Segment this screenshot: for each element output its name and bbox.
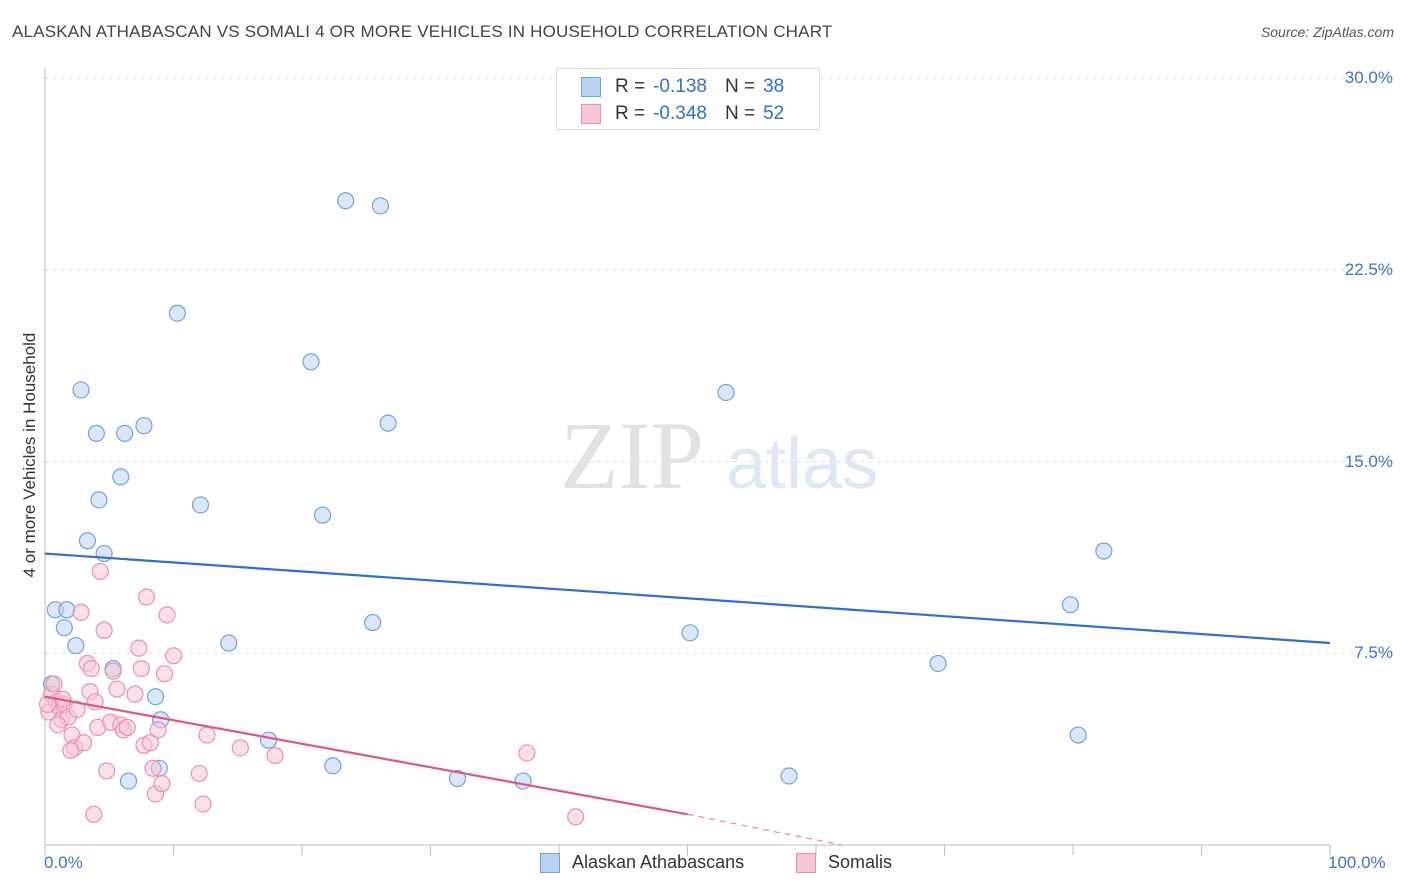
point-somali [266, 746, 284, 765]
chart-title: ALASKAN ATHABASCAN VS SOMALI 4 OR MORE V… [12, 22, 833, 41]
point-athabascan [78, 532, 97, 550]
point-somali [49, 716, 67, 734]
point-somali [149, 721, 167, 739]
point-somali [72, 603, 90, 621]
point-somali [95, 621, 113, 639]
point-athabascan [717, 383, 735, 402]
point-somali [98, 762, 116, 780]
point-somali [74, 734, 93, 752]
point-athabascan [168, 304, 186, 322]
y-tick-label: 15.0% [1344, 451, 1393, 471]
point-athabascan [58, 601, 76, 619]
legend-r-value: -0.138 [653, 76, 707, 97]
point-somali [194, 795, 212, 813]
point-athabascan [337, 192, 355, 210]
point-athabascan [191, 496, 210, 514]
point-somali [153, 775, 171, 793]
point-somali [198, 726, 216, 744]
watermark-atlas: atlas [726, 424, 878, 504]
series-legend-athabascan[interactable]: Alaskan Athabascans [540, 852, 744, 873]
point-athabascan [72, 381, 90, 399]
legend-n-value: 38 [763, 76, 785, 97]
legend-n-label: N = [724, 103, 756, 124]
series-legend-somali[interactable]: Somalis [796, 852, 892, 873]
point-athabascan [929, 654, 947, 673]
point-somali [85, 805, 103, 823]
legend-n-value: 52 [763, 103, 785, 124]
legend-row-athabascan: R = -0.138 N = 38 [581, 75, 784, 99]
point-somali [164, 647, 183, 665]
point-somali [45, 675, 63, 693]
source-label: Source: ZipAtlas.com [1260, 24, 1394, 40]
series-label-somali: Somalis [828, 852, 893, 872]
y-tick-label: 22.5% [1344, 259, 1393, 279]
point-athabascan [1061, 596, 1080, 614]
point-somali [132, 659, 150, 678]
point-somali [158, 606, 176, 624]
x-tick-label-min: 0.0% [44, 853, 83, 872]
point-athabascan [448, 769, 467, 788]
legend-swatch-somali [581, 104, 601, 124]
legend-r-label: R = [615, 103, 646, 124]
legend-swatch-athabascan [581, 77, 601, 97]
point-somali [82, 659, 100, 678]
legend-row-somali: R = -0.348 N = 52 [581, 102, 784, 126]
trend-line-athabascan [44, 552, 1331, 645]
point-athabascan [90, 491, 108, 509]
y-tick-label: 7.5% [1354, 643, 1393, 663]
legend-r-label: R = [615, 76, 646, 97]
point-athabascan [780, 767, 798, 785]
point-athabascan [135, 417, 153, 435]
point-somali [108, 680, 126, 698]
point-somali [104, 662, 122, 680]
point-athabascan [302, 353, 320, 371]
point-athabascan [67, 636, 85, 655]
point-somali [130, 639, 148, 657]
point-athabascan [87, 424, 106, 442]
watermark: ZIP atlas [560, 402, 878, 509]
point-somali [231, 739, 249, 757]
y-tick-label: 30.0% [1344, 68, 1393, 87]
trend-extension-somali [687, 813, 842, 846]
point-athabascan [1069, 726, 1087, 744]
point-athabascan [681, 624, 699, 642]
watermark-zip: ZIP [560, 402, 704, 509]
point-athabascan [313, 506, 332, 524]
legend-r-value: -0.348 [653, 103, 707, 124]
point-somali [126, 685, 144, 703]
point-somali [144, 759, 162, 777]
point-athabascan [119, 772, 138, 790]
point-somali [518, 744, 536, 762]
point-somali [567, 808, 585, 826]
point-athabascan [55, 619, 73, 637]
point-athabascan [112, 468, 130, 486]
series-swatch-athabascan [540, 852, 560, 873]
point-athabascan [371, 197, 389, 215]
point-somali [91, 562, 109, 581]
point-athabascan [324, 757, 342, 775]
trend-line-somali [44, 695, 688, 816]
point-somali [62, 741, 80, 760]
point-somali [118, 718, 136, 736]
point-athabascan [220, 634, 238, 652]
series-swatch-somali [796, 852, 816, 873]
point-somali [137, 588, 156, 606]
stats-legend: R = -0.138 N = 38 R = -0.348 N = 52 [556, 68, 820, 130]
point-somali [141, 734, 159, 752]
point-athabascan [514, 772, 532, 790]
point-athabascan [146, 688, 165, 706]
point-athabascan [259, 731, 278, 749]
point-athabascan [116, 424, 134, 442]
x-tick-label-max: 100.0% [1328, 853, 1386, 872]
legend-n-label: N = [724, 76, 756, 97]
point-somali [155, 665, 174, 683]
point-athabascan [364, 613, 382, 632]
point-somali [190, 764, 208, 783]
point-athabascan [379, 414, 397, 432]
point-athabascan [1095, 542, 1113, 560]
trend-lines [44, 552, 1331, 846]
series-label-athabascan: Alaskan Athabascans [572, 852, 745, 872]
